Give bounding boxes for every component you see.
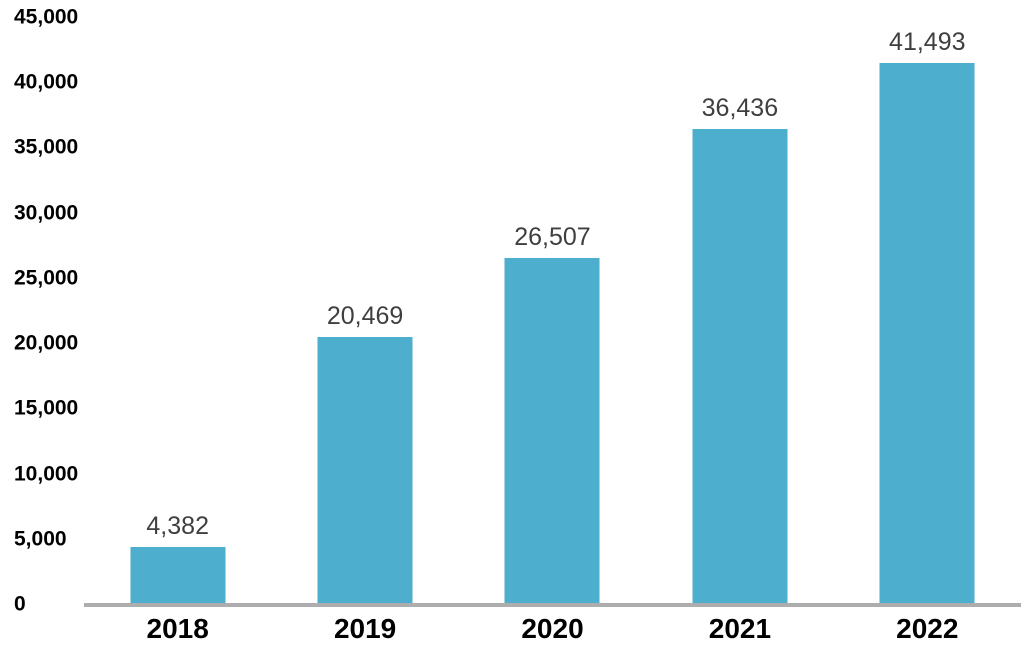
y-tick-label: 5,000 bbox=[14, 527, 67, 551]
x-axis-line bbox=[84, 603, 1021, 607]
bar-value-label: 4,382 bbox=[146, 511, 209, 540]
y-tick-label: 15,000 bbox=[14, 396, 79, 420]
y-tick-label: 20,000 bbox=[14, 331, 79, 355]
bar-2021 bbox=[692, 128, 788, 604]
plot-area: 4,382 20,469 26,507 36,436 41,493 bbox=[84, 17, 1021, 604]
bar-slot: 4,382 bbox=[84, 17, 271, 604]
y-axis: 0 5,000 10,000 15,000 20,000 25,000 30,000 35,0… bbox=[14, 7, 84, 615]
bar-value-label: 36,436 bbox=[701, 93, 779, 122]
x-tick-label-2018: 2018 bbox=[146, 613, 209, 644]
y-tick-label: 45,000 bbox=[14, 5, 79, 29]
bar-2020 bbox=[504, 258, 600, 604]
bar-slot: 36,436 bbox=[646, 17, 833, 604]
bar-slot: 41,493 bbox=[834, 17, 1021, 604]
y-tick-label: 35,000 bbox=[14, 135, 79, 159]
bar-2022 bbox=[879, 62, 975, 604]
y-tick-label: 10,000 bbox=[14, 462, 79, 486]
bar-slot: 20,469 bbox=[271, 17, 458, 604]
x-tick-label-2021: 2021 bbox=[708, 613, 772, 644]
bar-value-label: 41,493 bbox=[889, 27, 966, 56]
bar-slot: 26,507 bbox=[459, 17, 646, 604]
bar-2019 bbox=[317, 337, 413, 604]
bar-value-label: 20,469 bbox=[326, 302, 404, 330]
y-tick-label: 40,000 bbox=[14, 70, 79, 94]
y-tick-label: 25,000 bbox=[14, 266, 79, 290]
x-tick-label-2020: 2020 bbox=[521, 613, 584, 644]
x-axis: 2018 2019 2020 2021 2022 bbox=[84, 615, 1021, 652]
y-tick-label: 0 bbox=[14, 592, 26, 616]
x-tick-label-2022: 2022 bbox=[896, 613, 959, 644]
bar-2018 bbox=[130, 546, 226, 604]
bar-value-label: 26,507 bbox=[514, 223, 591, 252]
y-tick-label: 30,000 bbox=[14, 201, 79, 225]
x-tick-label-2019: 2019 bbox=[333, 613, 397, 644]
